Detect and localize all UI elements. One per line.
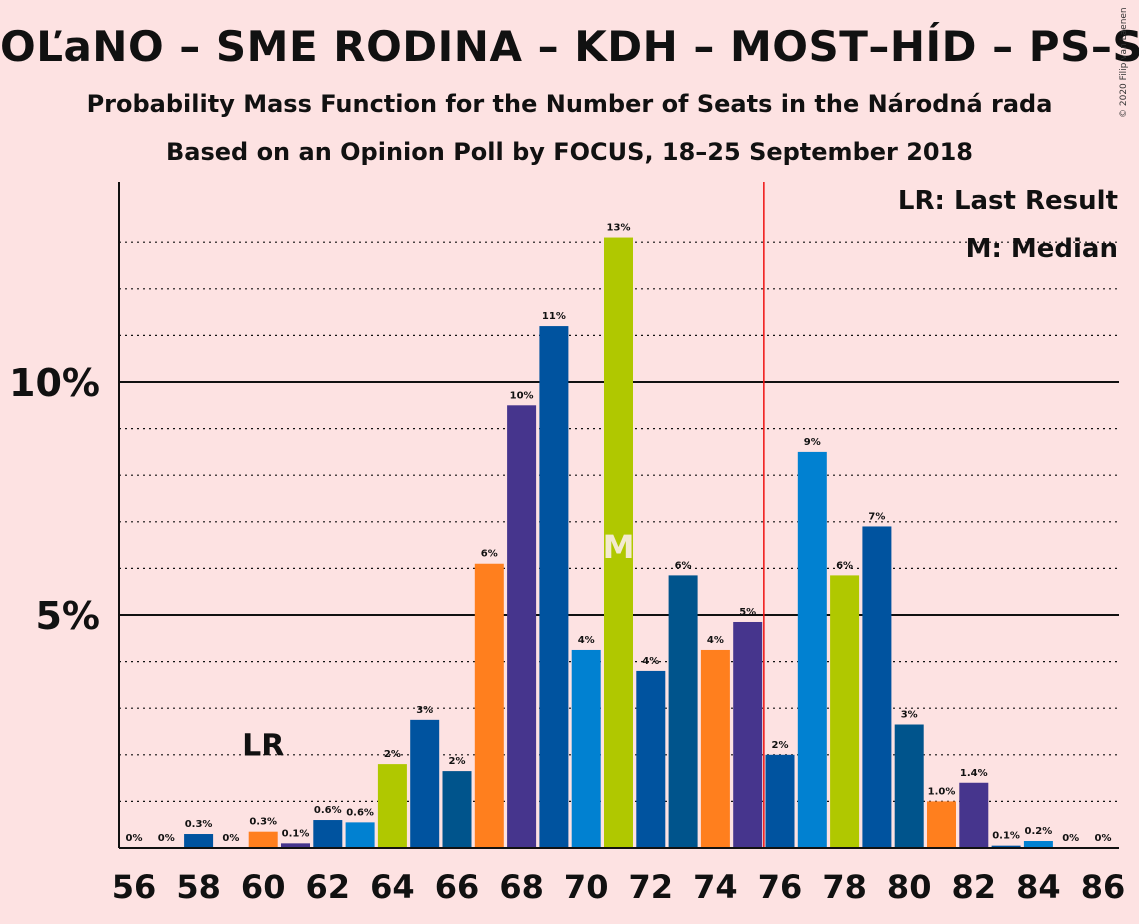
x-tick-label: 84 [1016, 868, 1061, 906]
bar-label-seat-64: 2% [384, 749, 401, 760]
bar-label-seat-65: 3% [416, 705, 433, 716]
bar-label-seat-78: 6% [836, 560, 853, 571]
x-tick-label: 68 [499, 868, 544, 906]
bar-seat-76 [765, 754, 795, 848]
bar-label-seat-69: 11% [542, 311, 566, 322]
bar-seat-82 [959, 782, 989, 848]
bar-label-seat-79: 7% [868, 511, 885, 522]
bar-seat-77 [797, 451, 827, 848]
x-tick-labels: 56 58 60 62 64 66 68 70 72 74 76 78 80 82 84 86 [112, 868, 1126, 906]
bar-seat-58 [184, 834, 214, 848]
bar-label-seat-68: 10% [510, 390, 534, 401]
bar-label-seat-81: 1.0% [928, 786, 956, 797]
x-tick-label: 76 [758, 868, 803, 906]
x-tick-label: 86 [1081, 868, 1126, 906]
bar-label-seat-72: 4% [642, 656, 659, 667]
bar-label-seat-70: 4% [578, 635, 595, 646]
bar-seat-78 [830, 575, 860, 848]
bar-label-seat-76: 2% [772, 740, 789, 751]
bar-seat-84 [1023, 841, 1053, 848]
bar-label-seat-57: 0% [158, 833, 175, 844]
bar-seat-64 [377, 764, 407, 848]
bar-label-seat-75: 5% [739, 607, 756, 618]
bar-seat-62 [313, 820, 343, 848]
bar-label-seat-58: 0.3% [185, 819, 213, 830]
chart-subtitle2: Based on an Opinion Poll by FOCUS, 18–25… [165, 138, 974, 166]
bar-seat-67 [474, 563, 504, 848]
bar-label-seat-82: 1.4% [960, 768, 988, 779]
bar-label-seat-80: 3% [901, 710, 918, 721]
bar-label-seat-63: 0.6% [346, 807, 374, 818]
bar-seat-63 [345, 822, 375, 848]
bar-label-seat-86: 0% [1095, 833, 1112, 844]
bar-label-seat-66: 2% [449, 756, 466, 767]
bar-seat-74 [700, 649, 730, 848]
chart-title: OĽaNO – SME RODINA – KDH – MOST–HÍD – PS… [0, 22, 1139, 71]
median-label: M [603, 528, 635, 566]
y-tick-label: 5% [35, 594, 100, 638]
bar-seat-81 [927, 801, 956, 848]
x-tick-label: 64 [370, 868, 415, 906]
y-tick-label: 10% [9, 361, 100, 405]
bar-label-seat-73: 6% [675, 560, 692, 571]
bar-labels: 0% 0% 0.3% 0% 0.3% 0.1% 0.6% 0.6% 2% 3% 2% 6% 10% 11%… [126, 223, 1112, 844]
bar-label-seat-62: 0.6% [314, 805, 342, 816]
bar-label-seat-85: 0% [1062, 833, 1079, 844]
bar-label-seat-77: 9% [804, 437, 821, 448]
bar-seat-80 [894, 724, 924, 848]
bar-label-seat-60: 0.3% [249, 817, 277, 828]
bar-label-seat-59: 0% [222, 833, 239, 844]
legend-median: M: Median [966, 234, 1118, 264]
bar-seat-79 [862, 526, 892, 848]
bar-seat-69 [539, 326, 569, 849]
bar-seat-73 [668, 575, 698, 848]
x-tick-label: 74 [693, 868, 738, 906]
bar-label-seat-74: 4% [707, 635, 724, 646]
bar-seat-65 [410, 719, 440, 848]
x-tick-label: 82 [952, 868, 997, 906]
x-tick-label: 80 [887, 868, 932, 906]
bar-seat-71 [604, 237, 633, 849]
bar-label-seat-61: 0.1% [282, 828, 310, 839]
x-tick-label: 78 [822, 868, 867, 906]
bar-seat-75 [733, 621, 763, 848]
x-tick-label: 60 [241, 868, 286, 906]
x-tick-label: 66 [435, 868, 480, 906]
bar-label-seat-71: 13% [607, 223, 631, 234]
bar-label-seat-84: 0.2% [1025, 826, 1053, 837]
x-tick-label: 70 [564, 868, 609, 906]
bar-seat-60 [248, 831, 278, 848]
bars [184, 237, 1053, 849]
bar-seat-70 [571, 649, 601, 848]
x-tick-label: 62 [306, 868, 351, 906]
x-tick-label: 56 [112, 868, 157, 906]
y-tick-labels: 5% 10% [9, 361, 100, 638]
bar-seat-83 [991, 845, 1021, 848]
chart-subtitle: Probability Mass Function for the Number… [86, 90, 1053, 118]
x-tick-label: 72 [629, 868, 674, 906]
bar-label-seat-83: 0.1% [992, 831, 1020, 842]
legend-last-result: LR: Last Result [898, 186, 1118, 216]
bar-seat-68 [507, 405, 537, 848]
bar-label-seat-67: 6% [481, 549, 498, 560]
bar-seat-66 [442, 771, 472, 848]
bar-seat-61 [281, 843, 310, 848]
bar-seat-72 [636, 670, 666, 848]
bar-label-seat-56: 0% [126, 833, 143, 844]
x-tick-label: 58 [176, 868, 221, 906]
last-result-label: LR [242, 729, 284, 764]
